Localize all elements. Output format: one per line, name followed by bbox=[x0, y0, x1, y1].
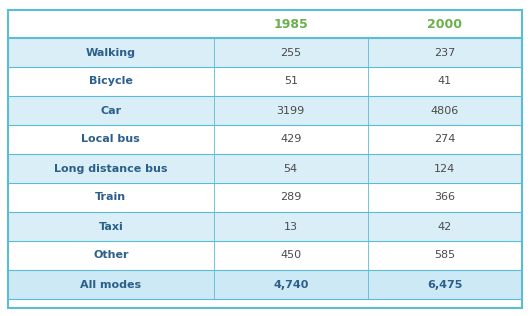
Text: 3199: 3199 bbox=[277, 106, 305, 116]
Text: 255: 255 bbox=[280, 47, 301, 58]
Text: Walking: Walking bbox=[86, 47, 136, 58]
Text: 124: 124 bbox=[434, 163, 455, 173]
Bar bbox=[8, 154, 522, 183]
Text: 4,740: 4,740 bbox=[273, 279, 308, 289]
Text: 366: 366 bbox=[435, 192, 455, 203]
Text: 6,475: 6,475 bbox=[427, 279, 463, 289]
Text: 42: 42 bbox=[438, 222, 452, 232]
Text: 289: 289 bbox=[280, 192, 302, 203]
Bar bbox=[8, 241, 522, 270]
Text: Taxi: Taxi bbox=[99, 222, 123, 232]
Bar bbox=[8, 270, 522, 299]
Text: Car: Car bbox=[100, 106, 121, 116]
Text: Other: Other bbox=[93, 251, 129, 260]
Text: Bicycle: Bicycle bbox=[89, 76, 132, 87]
Bar bbox=[8, 10, 522, 38]
Bar bbox=[8, 96, 522, 125]
Text: 1985: 1985 bbox=[273, 17, 308, 31]
Text: 429: 429 bbox=[280, 135, 302, 144]
Text: 2000: 2000 bbox=[427, 17, 462, 31]
Text: 51: 51 bbox=[284, 76, 298, 87]
Bar bbox=[8, 212, 522, 241]
Bar bbox=[8, 125, 522, 154]
Bar bbox=[8, 183, 522, 212]
Bar bbox=[8, 38, 522, 67]
Text: 41: 41 bbox=[438, 76, 452, 87]
Text: 4806: 4806 bbox=[431, 106, 459, 116]
Text: Long distance bus: Long distance bus bbox=[54, 163, 167, 173]
Text: 585: 585 bbox=[435, 251, 455, 260]
Text: 237: 237 bbox=[434, 47, 455, 58]
Text: Local bus: Local bus bbox=[82, 135, 140, 144]
Text: 54: 54 bbox=[284, 163, 298, 173]
Text: 274: 274 bbox=[434, 135, 456, 144]
Text: 450: 450 bbox=[280, 251, 301, 260]
Text: All modes: All modes bbox=[80, 279, 142, 289]
Bar bbox=[8, 67, 522, 96]
Text: 13: 13 bbox=[284, 222, 298, 232]
Text: Train: Train bbox=[95, 192, 126, 203]
